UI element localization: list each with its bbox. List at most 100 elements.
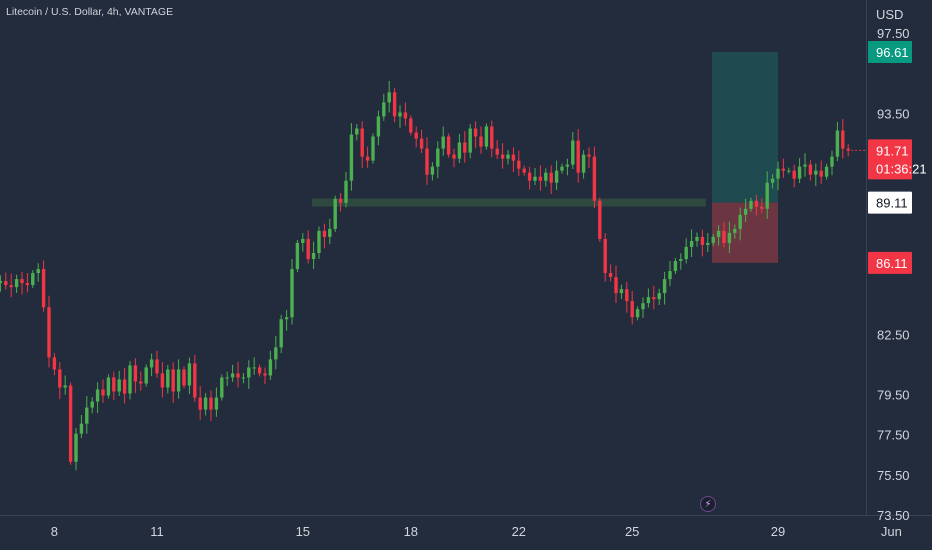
candle[interactable] [198, 386, 202, 420]
candle[interactable] [398, 105, 402, 128]
candle[interactable] [311, 241, 316, 270]
candle[interactable] [463, 131, 467, 163]
candle[interactable] [419, 129, 424, 153]
candle[interactable] [781, 158, 786, 178]
candle[interactable] [538, 165, 543, 191]
candle[interactable] [90, 397, 94, 414]
candle[interactable] [533, 168, 537, 186]
candle[interactable] [382, 93, 386, 121]
candle[interactable] [263, 367, 267, 385]
candle[interactable] [830, 150, 834, 176]
candle[interactable] [490, 120, 494, 158]
candle[interactable] [500, 143, 505, 169]
candle[interactable] [365, 146, 370, 168]
candle[interactable] [230, 364, 235, 382]
candle[interactable] [122, 368, 127, 404]
candle[interactable] [279, 314, 283, 354]
candle[interactable] [414, 126, 418, 148]
candle[interactable] [317, 226, 321, 259]
candle[interactable] [301, 233, 305, 252]
candle[interactable] [581, 150, 586, 179]
candle[interactable] [85, 396, 89, 434]
candle[interactable] [646, 288, 651, 308]
candle[interactable] [47, 295, 51, 368]
candle[interactable] [241, 373, 246, 384]
candle[interactable] [824, 163, 829, 180]
candle[interactable] [25, 273, 30, 293]
candle[interactable] [657, 288, 661, 305]
candle[interactable] [403, 102, 408, 126]
candle[interactable] [274, 335, 278, 370]
candle[interactable] [814, 163, 818, 187]
candle[interactable] [376, 110, 381, 146]
candle[interactable] [689, 229, 694, 257]
candle[interactable] [760, 198, 764, 214]
candle[interactable] [587, 147, 591, 169]
candle[interactable] [360, 121, 364, 169]
candle[interactable] [203, 393, 208, 416]
candle[interactable] [236, 362, 240, 388]
candle[interactable] [484, 123, 489, 150]
candle[interactable] [306, 230, 310, 264]
candle[interactable] [625, 281, 629, 313]
candle[interactable] [220, 374, 224, 401]
candle[interactable] [209, 390, 213, 422]
candle[interactable] [387, 80, 391, 113]
candle[interactable] [355, 124, 359, 141]
stop-price-tag[interactable]: 86.11 [868, 251, 912, 274]
candle[interactable] [41, 260, 46, 312]
candle[interactable] [441, 126, 445, 156]
candle[interactable] [754, 194, 759, 216]
candle[interactable] [193, 354, 197, 402]
candle[interactable] [787, 167, 791, 174]
support-zone[interactable] [312, 198, 706, 207]
candle[interactable] [743, 198, 748, 223]
candle[interactable] [571, 131, 575, 170]
candle[interactable] [522, 165, 526, 176]
candle[interactable] [187, 357, 192, 395]
candle[interactable] [268, 350, 273, 380]
candle[interactable] [333, 195, 337, 232]
candle[interactable] [603, 233, 607, 282]
candle[interactable] [31, 270, 35, 289]
candle[interactable] [841, 119, 845, 159]
candle[interactable] [14, 274, 19, 293]
last-price-tag[interactable]: 91.71 01:36:21 [868, 139, 927, 180]
candle[interactable] [679, 253, 683, 270]
candle[interactable] [74, 427, 78, 471]
candle[interactable] [635, 306, 640, 321]
candle[interactable] [101, 379, 105, 403]
candle[interactable] [592, 146, 597, 209]
lightning-icon[interactable]: ⚡ [700, 496, 716, 512]
candle[interactable] [446, 133, 451, 158]
candle[interactable] [608, 264, 613, 282]
candle[interactable] [662, 271, 667, 305]
candle[interactable] [819, 160, 823, 184]
candle[interactable] [247, 360, 251, 389]
candle[interactable] [770, 174, 775, 189]
candle[interactable] [338, 192, 343, 212]
candle[interactable] [576, 129, 580, 183]
candle[interactable] [436, 141, 440, 179]
candle[interactable] [511, 147, 516, 173]
candle[interactable] [371, 133, 375, 164]
candle[interactable] [565, 158, 570, 176]
candle[interactable] [257, 364, 262, 377]
candle[interactable] [706, 232, 710, 253]
candle[interactable] [425, 137, 429, 185]
candle[interactable] [506, 150, 510, 165]
candle[interactable] [36, 263, 40, 282]
candle[interactable] [803, 153, 807, 177]
candle[interactable] [695, 232, 699, 247]
candle[interactable] [673, 258, 678, 275]
candle[interactable] [349, 123, 354, 191]
candle[interactable] [95, 382, 100, 414]
candle[interactable] [68, 382, 73, 465]
candle[interactable] [517, 150, 521, 176]
candle[interactable] [716, 225, 721, 246]
candle[interactable] [619, 284, 624, 299]
candle[interactable] [322, 223, 327, 249]
entry-price-tag[interactable]: 89.11 [868, 191, 912, 214]
candle[interactable] [554, 160, 559, 190]
candle[interactable] [160, 362, 165, 398]
